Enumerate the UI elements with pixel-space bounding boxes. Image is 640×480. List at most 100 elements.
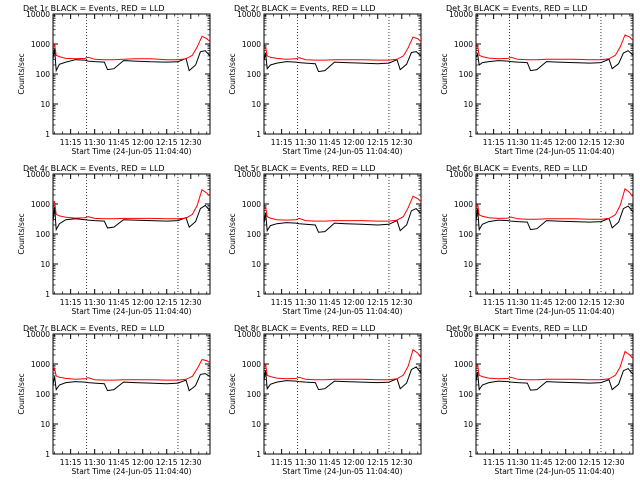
x-axis-label: Start Time (24-Jun-05 11:04:40) <box>283 467 403 476</box>
detector-panel: Det 3r BLACK = Events, RED = LLD 1 10 100 10… <box>440 4 634 156</box>
y-tick-label: 100 <box>36 390 51 399</box>
x-tick-label: 11:45 <box>108 298 130 307</box>
y-axis-label: Counts/sec <box>17 373 26 414</box>
x-tick-label: 12:00 <box>132 298 154 307</box>
x-tick-label: 11:45 <box>319 458 341 467</box>
x-tick-label: 11:15 <box>60 138 82 147</box>
x-axis-label: Start Time (24-Jun-05 11:04:40) <box>495 147 615 156</box>
y-tick-label: 100 <box>459 70 474 79</box>
x-tick-label: 11:30 <box>295 138 317 147</box>
y-tick-label: 1000 <box>31 200 50 209</box>
detector-panel: Det 6r BLACK = Events, RED = LLD 1 10 100 10… <box>440 164 634 316</box>
x-tick-label: 11:15 <box>60 458 82 467</box>
y-tick-label: 10 <box>40 260 50 269</box>
lld-series-line <box>263 195 422 222</box>
x-tick-label: 12:15 <box>156 138 178 147</box>
x-tick-label: 11:15 <box>271 138 293 147</box>
x-tick-label: 11:30 <box>84 458 106 467</box>
y-axis-label: Counts/sec <box>228 53 237 94</box>
x-axis-label: Start Time (24-Jun-05 11:04:40) <box>283 307 403 316</box>
y-tick-label: 1 <box>45 290 50 299</box>
events-series-line <box>52 204 211 232</box>
x-tick-label: 12:15 <box>579 138 601 147</box>
x-tick-label: 11:45 <box>319 298 341 307</box>
detector-panel: Det 1r BLACK = Events, RED = LLD 1 10 100 10… <box>17 4 211 156</box>
x-tick-label: 12:30 <box>180 138 202 147</box>
y-tick-label: 10 <box>251 260 261 269</box>
x-axis-label: Start Time (24-Jun-05 11:04:40) <box>495 467 615 476</box>
events-series-line <box>475 205 634 232</box>
y-tick-label: 10 <box>40 100 50 109</box>
y-tick-label: 100 <box>247 70 262 79</box>
panel-title: Det 1r BLACK = Events, RED = LLD <box>23 4 165 13</box>
y-tick-label: 10000 <box>449 330 473 339</box>
x-tick-label: 11:45 <box>531 138 553 147</box>
x-tick-label: 12:30 <box>391 458 413 467</box>
x-axis-label: Start Time (24-Jun-05 11:04:40) <box>72 307 192 316</box>
y-tick-label: 100 <box>247 390 262 399</box>
y-tick-label: 1000 <box>31 360 50 369</box>
y-tick-label: 100 <box>459 390 474 399</box>
x-tick-label: 11:45 <box>319 138 341 147</box>
lld-series-line <box>263 348 422 381</box>
y-tick-label: 10000 <box>237 170 261 179</box>
x-tick-label: 11:30 <box>295 458 317 467</box>
x-tick-label: 12:15 <box>156 298 178 307</box>
x-tick-label: 11:45 <box>531 458 553 467</box>
y-tick-label: 10 <box>40 420 50 429</box>
detector-panel: Det 8r BLACK = Events, RED = LLD 1 10 100 10… <box>228 324 422 476</box>
y-tick-label: 100 <box>36 70 51 79</box>
y-tick-label: 1 <box>45 450 50 459</box>
x-tick-label: 12:30 <box>180 298 202 307</box>
detector-panel: Det 4r BLACK = Events, RED = LLD 1 10 100 10… <box>17 164 211 316</box>
x-tick-label: 12:00 <box>555 458 577 467</box>
y-tick-label: 10000 <box>26 10 50 19</box>
detector-panel: Det 2r BLACK = Events, RED = LLD 1 10 100 10… <box>228 4 422 156</box>
y-tick-label: 1 <box>468 130 473 139</box>
x-tick-label: 11:30 <box>84 138 106 147</box>
y-tick-label: 1000 <box>31 40 50 49</box>
y-tick-label: 1 <box>256 290 261 299</box>
x-tick-label: 11:30 <box>84 298 106 307</box>
x-tick-label: 11:45 <box>531 298 553 307</box>
x-tick-label: 12:00 <box>343 138 365 147</box>
y-axis-label: Counts/sec <box>440 53 449 94</box>
x-axis-label: Start Time (24-Jun-05 11:04:40) <box>72 147 192 156</box>
y-tick-label: 1000 <box>454 40 473 49</box>
x-axis-label: Start Time (24-Jun-05 11:04:40) <box>283 147 403 156</box>
x-axis-label: Start Time (24-Jun-05 11:04:40) <box>72 467 192 476</box>
y-tick-label: 1000 <box>242 360 261 369</box>
x-tick-label: 11:45 <box>108 138 130 147</box>
x-tick-label: 12:30 <box>603 138 625 147</box>
y-tick-label: 100 <box>247 230 262 239</box>
y-tick-label: 10 <box>463 100 473 109</box>
x-tick-label: 12:30 <box>180 458 202 467</box>
y-tick-label: 1000 <box>242 40 261 49</box>
x-tick-label: 12:15 <box>579 298 601 307</box>
x-tick-label: 12:00 <box>555 298 577 307</box>
x-tick-label: 11:45 <box>108 458 130 467</box>
y-tick-label: 10000 <box>237 330 261 339</box>
x-tick-label: 12:15 <box>367 458 389 467</box>
events-series-line <box>52 373 211 392</box>
x-tick-label: 11:30 <box>295 298 317 307</box>
y-tick-label: 10 <box>463 260 473 269</box>
x-tick-label: 11:15 <box>271 298 293 307</box>
y-tick-label: 100 <box>459 230 474 239</box>
x-tick-label: 12:00 <box>132 138 154 147</box>
lld-series-line <box>263 36 422 61</box>
x-tick-label: 12:30 <box>391 138 413 147</box>
x-tick-label: 12:15 <box>367 298 389 307</box>
lld-series-line <box>475 34 634 61</box>
panel-title: Det 3r BLACK = Events, RED = LLD <box>446 4 588 13</box>
x-axis-label: Start Time (24-Jun-05 11:04:40) <box>495 307 615 316</box>
detector-panel: Det 5r BLACK = Events, RED = LLD 1 10 100 10… <box>228 164 422 316</box>
y-tick-label: 1 <box>45 130 50 139</box>
x-tick-label: 11:15 <box>60 298 82 307</box>
y-axis-label: Counts/sec <box>228 373 237 414</box>
y-tick-label: 1 <box>256 130 261 139</box>
x-tick-label: 12:00 <box>343 458 365 467</box>
panel-title: Det 6r BLACK = Events, RED = LLD <box>446 164 588 173</box>
